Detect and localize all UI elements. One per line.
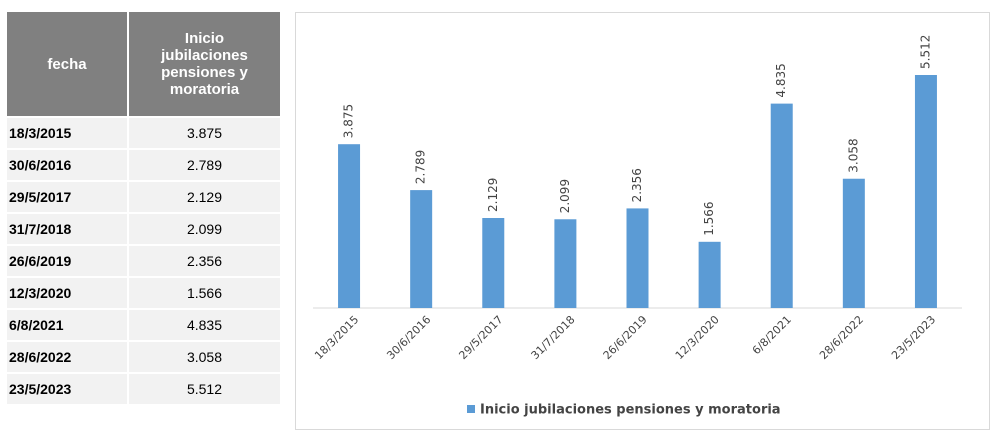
header-row: fecha Inicio jubilaciones pensiones y mor… — [5, 10, 282, 118]
table-cell: 2.099 — [127, 212, 282, 246]
bar — [554, 219, 577, 308]
value-label: 3.058 — [846, 138, 860, 172]
table-cell: 5.512 — [127, 372, 282, 406]
table-cell: 2.356 — [127, 244, 282, 278]
header-text: fecha — [47, 55, 87, 73]
table-cell: 30/6/2016 — [5, 148, 129, 182]
bar — [338, 144, 361, 308]
bar — [482, 218, 505, 308]
table-row: 18/3/2015 3.875 — [5, 116, 282, 150]
bar — [410, 190, 433, 308]
value-label: 2.099 — [558, 179, 572, 213]
header-text: Inicio jubilaciones pensiones y moratori… — [161, 30, 248, 98]
table-cell: 1.566 — [127, 276, 282, 310]
table-cell: 2.129 — [127, 180, 282, 214]
table-row: 12/3/2020 1.566 — [5, 276, 282, 310]
table-cell: 3.875 — [127, 116, 282, 150]
bar — [914, 75, 937, 308]
table-row: 26/6/2019 2.356 — [5, 244, 282, 278]
header-cell: fecha — [5, 10, 129, 118]
bar — [698, 241, 721, 308]
bar — [842, 178, 865, 308]
legend-label: Inicio jubilaciones pensiones y moratori… — [480, 403, 781, 418]
table-row: 23/5/2023 5.512 — [5, 372, 282, 406]
chart: 3.87518/3/20152.78930/6/20162.12929/5/20… — [295, 12, 990, 430]
legend-swatch — [467, 405, 475, 413]
value-label: 2.129 — [486, 178, 500, 212]
table-row: 29/5/2017 2.129 — [5, 180, 282, 214]
value-label: 4.835 — [774, 63, 788, 97]
table-cell: 31/7/2018 — [5, 212, 129, 246]
table-cell: 18/3/2015 — [5, 116, 129, 150]
table-cell: 4.835 — [127, 308, 282, 342]
table-cell: 26/6/2019 — [5, 244, 129, 278]
table-row: 31/7/2018 2.099 — [5, 212, 282, 246]
value-label: 3.875 — [342, 104, 356, 138]
table-row: 28/6/2022 3.058 — [5, 340, 282, 374]
table-cell: 23/5/2023 — [5, 372, 129, 406]
bar — [626, 208, 649, 308]
table-cell: 3.058 — [127, 340, 282, 374]
table-cell: 6/8/2021 — [5, 308, 129, 342]
value-label: 1.566 — [702, 201, 716, 235]
header-cell: Inicio jubilaciones pensiones y moratori… — [127, 10, 282, 118]
table-cell: 12/3/2020 — [5, 276, 129, 310]
table-row: 6/8/2021 4.835 — [5, 308, 282, 342]
value-label: 5.512 — [918, 35, 932, 69]
data-table: fecha Inicio jubilaciones pensiones y mor… — [5, 10, 282, 406]
value-label: 2.789 — [414, 150, 428, 184]
table-cell: 29/5/2017 — [5, 180, 129, 214]
value-label: 2.356 — [630, 168, 644, 202]
bar — [770, 103, 793, 309]
table-row: 30/6/2016 2.789 — [5, 148, 282, 182]
table-cell: 28/6/2022 — [5, 340, 129, 374]
table-cell: 2.789 — [127, 148, 282, 182]
